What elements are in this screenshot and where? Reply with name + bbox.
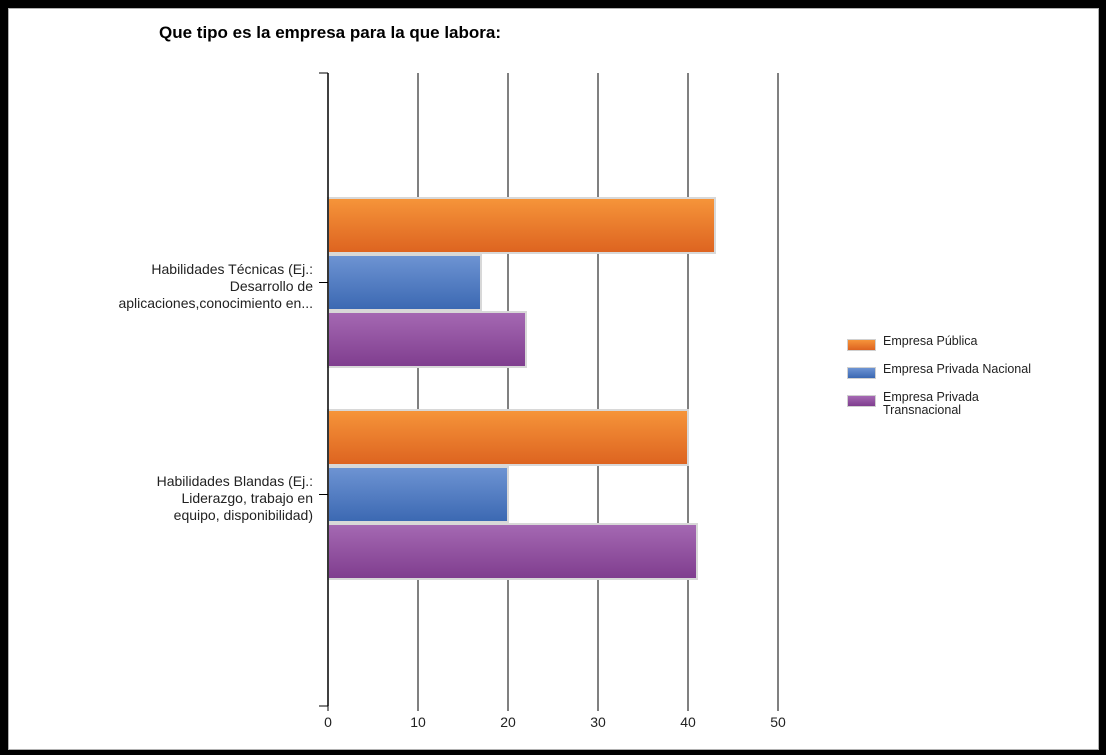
category-label-1-line-2: equipo, disponibilidad) [173, 507, 313, 523]
category-label-0-line-2: aplicaciones,conocimiento en... [118, 295, 313, 311]
bar-series-0-category-1 [327, 409, 689, 466]
legend-swatch-empresa-privada-transnacional [847, 395, 876, 407]
tick-label-x-40: 40 [680, 714, 696, 730]
category-label-0-line-1: Desarrollo de [229, 278, 313, 294]
category-label-0-line-0: Habilidades Técnicas (Ej.: [151, 261, 313, 277]
tick-label-x-20: 20 [500, 714, 516, 730]
tick-label-x-0: 0 [324, 714, 332, 730]
tick-label-x-10: 10 [410, 714, 426, 730]
bar-series-1-category-0 [327, 254, 482, 311]
tick-label-x-50: 50 [770, 714, 786, 730]
category-label-1: Habilidades Blandas (Ej.: Liderazgo, tra… [23, 473, 313, 524]
bar-series-1-category-1 [327, 466, 509, 523]
chart-frame: Que tipo es la empresa para la que labor… [8, 8, 1099, 750]
chart-title: Que tipo es la empresa para la que labor… [159, 23, 502, 42]
legend-label-empresa-privada-nacional: Empresa Privada Nacional [883, 362, 1031, 376]
legend-swatch-empresa-privada-nacional [847, 367, 876, 379]
legend-label-empresa-publica: Empresa Pública [883, 334, 978, 348]
legend-swatch-empresa-publica [847, 339, 876, 351]
legend-label-empresa-privada-transnacional: Empresa Privada Transnacional [883, 390, 979, 417]
bar-series-0-category-0 [327, 197, 716, 254]
category-label-1-line-1: Liderazgo, trabajo en [181, 490, 313, 506]
tick-label-x-30: 30 [590, 714, 606, 730]
bar-series-2-category-1 [327, 523, 698, 580]
bar-series-2-category-0 [327, 311, 527, 368]
category-label-1-line-0: Habilidades Blandas (Ej.: [156, 473, 313, 489]
chart-plot: 0 10 20 30 40 50 [319, 72, 786, 730]
category-label-0: Habilidades Técnicas (Ej.: Desarrollo de… [23, 261, 313, 312]
